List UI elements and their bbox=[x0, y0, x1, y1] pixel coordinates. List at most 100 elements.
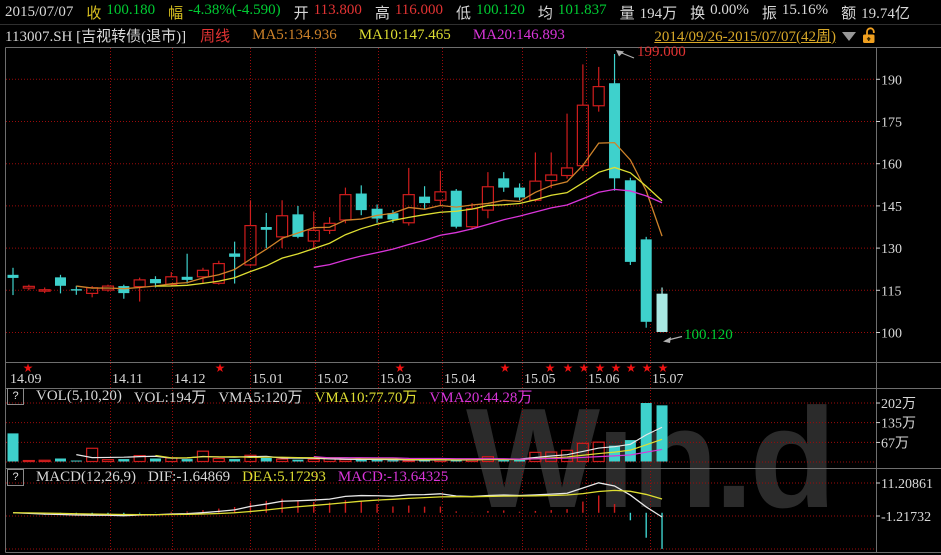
quote-field-high: 高 116.000 bbox=[375, 2, 443, 23]
volume-tick-label: 135万 bbox=[881, 417, 916, 432]
quote-field-volume: 量 194万 bbox=[620, 2, 678, 23]
vma20-line bbox=[313, 448, 663, 460]
candle-body-down bbox=[70, 289, 82, 291]
quote-field-open: 开 113.800 bbox=[294, 2, 362, 23]
volume-bar-down bbox=[656, 405, 668, 462]
quote-date: 2015/07/07 bbox=[5, 3, 74, 20]
candle-body-up bbox=[465, 208, 479, 228]
candle-body-up bbox=[276, 215, 289, 238]
quote-field-avg: 均 101.837 bbox=[538, 2, 607, 23]
quote-bar: 2015/07/07 收 100.180 幅 -4.38%(-4.590) 开 … bbox=[5, 2, 910, 22]
vma20-legend: VMA20:44.28万 bbox=[429, 390, 533, 406]
candle-body-down bbox=[54, 277, 66, 286]
candle-body-down bbox=[118, 286, 130, 294]
volume-bar-up bbox=[244, 454, 257, 463]
candle-body-up bbox=[481, 186, 494, 211]
quote-field-change: 幅 -4.38%(-4.590) bbox=[168, 2, 281, 23]
grid-layer bbox=[6, 48, 876, 552]
macd-pane-header: ? MACD(12,26,9) DIF:-1.64869 DEA:5.17293… bbox=[7, 469, 448, 486]
x-axis-label: 15.06 bbox=[588, 372, 620, 387]
high-price-annotation: 199.000 bbox=[637, 44, 686, 60]
x-axis-label: 14.11 bbox=[112, 372, 143, 387]
ma10-legend: MA10:147.465 bbox=[358, 26, 451, 43]
quote-field-amount: 额 19.74亿 bbox=[841, 2, 910, 23]
candle-body-down bbox=[419, 196, 431, 204]
candle-body-down bbox=[355, 193, 367, 211]
ma10-line bbox=[155, 166, 663, 287]
dea-legend: DEA:5.17293 bbox=[242, 469, 326, 485]
field-label: 开 bbox=[293, 5, 309, 22]
unlock-icon[interactable] bbox=[862, 26, 878, 44]
annotation-arrow-layer bbox=[616, 50, 683, 343]
symbol-title: 113007.SH [吉视转债(退市)] bbox=[5, 28, 187, 45]
volume-bar-down bbox=[371, 459, 383, 462]
date-range-link[interactable]: 2014/09/26-2015/07/07(42周) bbox=[654, 28, 836, 45]
field-value: 113.800 bbox=[313, 1, 362, 18]
volume-bar-up bbox=[307, 458, 320, 463]
volume-current: VOL:194万 bbox=[133, 390, 207, 406]
period-selector[interactable]: 周线 bbox=[200, 28, 231, 45]
candle-body-down bbox=[624, 180, 636, 262]
help-icon[interactable]: ? bbox=[7, 388, 24, 405]
high-annotation-arrowhead bbox=[616, 50, 624, 57]
x-axis-label: 15.05 bbox=[524, 372, 556, 387]
candle-body-up bbox=[434, 191, 447, 201]
x-axis-label: 15.07 bbox=[652, 372, 684, 387]
volume-bar-up bbox=[101, 459, 115, 463]
event-star-icon: ★ bbox=[545, 361, 556, 375]
volume-bar-up bbox=[592, 441, 605, 463]
ma20-line bbox=[313, 188, 663, 268]
volume-tick-label: 202万 bbox=[881, 397, 916, 412]
range-controls: 2014/09/26-2015/07/07(42周) bbox=[654, 25, 878, 45]
event-star-icon: ★ bbox=[563, 361, 574, 375]
volume-bar-down bbox=[450, 460, 462, 462]
title-bar: 113007.SH [吉视转债(退市)] 周线 MA5:134.936 MA10… bbox=[5, 25, 565, 45]
field-value: -4.38%(-4.590) bbox=[188, 1, 281, 18]
candle-body-down bbox=[514, 187, 526, 198]
volume-bar-down bbox=[149, 458, 161, 462]
event-star-icon: ★ bbox=[215, 361, 226, 375]
quote-field-turnover-rate: 换 0.00% bbox=[690, 2, 749, 23]
volume-bar-up bbox=[38, 459, 51, 463]
volume-bar-down bbox=[229, 459, 241, 462]
field-value: 101.837 bbox=[557, 1, 607, 18]
price-tick-label: 190 bbox=[881, 73, 902, 88]
candle-body-down bbox=[371, 208, 383, 219]
macd-tick-label: -1.21732 bbox=[881, 510, 931, 525]
price-tick-label: 130 bbox=[881, 242, 902, 257]
dif-line bbox=[12, 482, 663, 518]
candle-body-down bbox=[149, 279, 161, 284]
volume-bar-down bbox=[292, 459, 304, 462]
help-icon[interactable]: ? bbox=[7, 469, 24, 486]
quote-field-close: 收 100.180 bbox=[86, 2, 155, 23]
candle-body-up bbox=[133, 279, 146, 288]
field-label: 均 bbox=[537, 5, 553, 22]
chevron-down-icon[interactable] bbox=[842, 31, 856, 41]
candle-body-down bbox=[450, 190, 462, 227]
candle-body-down bbox=[260, 226, 272, 230]
volume-bar-up bbox=[560, 449, 574, 463]
ma5-legend: MA5:134.936 bbox=[252, 26, 337, 43]
vma5-legend: VMA5:120万 bbox=[218, 390, 303, 406]
volume-bar-down bbox=[70, 460, 82, 462]
candle-body-down bbox=[229, 253, 241, 257]
volume-bar-up bbox=[22, 459, 35, 463]
series-layer bbox=[7, 53, 668, 549]
candle-body-up bbox=[560, 167, 574, 177]
volume-bar-down bbox=[514, 459, 526, 462]
candle-body-up bbox=[339, 194, 352, 221]
candle-body-down bbox=[656, 293, 668, 332]
field-label: 换 bbox=[690, 5, 706, 22]
volume-bar-up bbox=[339, 459, 352, 463]
field-value: 116.000 bbox=[394, 1, 444, 18]
low-annotation-arrowhead bbox=[663, 337, 671, 343]
volume-bar-down bbox=[7, 433, 19, 462]
ma5-line bbox=[76, 141, 663, 290]
field-value: 15.16% bbox=[781, 1, 829, 18]
candle-body-down bbox=[609, 83, 621, 179]
candle-body-down bbox=[498, 178, 510, 188]
field-label: 幅 bbox=[168, 5, 184, 22]
candle-body-down bbox=[181, 276, 193, 280]
volume-bar-down bbox=[260, 457, 272, 462]
